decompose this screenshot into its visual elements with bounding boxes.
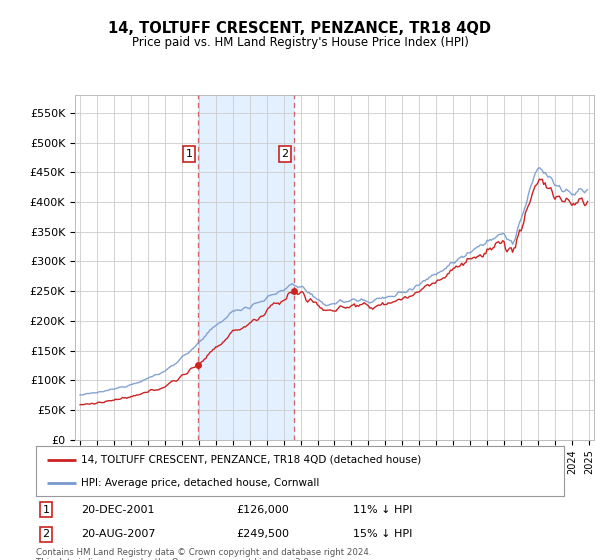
- Bar: [199, 95, 295, 440]
- Text: £249,500: £249,500: [236, 529, 290, 539]
- Text: Contains HM Land Registry data © Crown copyright and database right 2024.
This d: Contains HM Land Registry data © Crown c…: [36, 548, 371, 560]
- Text: Price paid vs. HM Land Registry's House Price Index (HPI): Price paid vs. HM Land Registry's House …: [131, 36, 469, 49]
- Text: 20-AUG-2007: 20-AUG-2007: [81, 529, 155, 539]
- Text: 15% ↓ HPI: 15% ↓ HPI: [353, 529, 412, 539]
- Text: 14, TOLTUFF CRESCENT, PENZANCE, TR18 4QD: 14, TOLTUFF CRESCENT, PENZANCE, TR18 4QD: [109, 21, 491, 36]
- Text: 1: 1: [43, 505, 49, 515]
- Text: 2: 2: [281, 149, 289, 158]
- Text: 2: 2: [43, 529, 49, 539]
- Text: 14, TOLTUFF CRESCENT, PENZANCE, TR18 4QD (detached house): 14, TOLTUFF CRESCENT, PENZANCE, TR18 4QD…: [81, 455, 421, 465]
- Text: 11% ↓ HPI: 11% ↓ HPI: [353, 505, 412, 515]
- Text: HPI: Average price, detached house, Cornwall: HPI: Average price, detached house, Corn…: [81, 478, 319, 488]
- Text: 1: 1: [185, 149, 193, 158]
- Text: 20-DEC-2001: 20-DEC-2001: [81, 505, 154, 515]
- Text: £126,000: £126,000: [236, 505, 289, 515]
